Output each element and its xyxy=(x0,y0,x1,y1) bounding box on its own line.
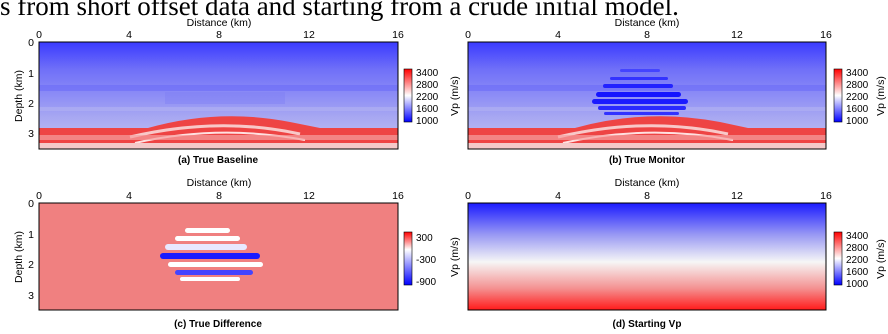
x-tick: 4 xyxy=(126,29,132,41)
y-axis-label: Depth (km) xyxy=(13,70,25,122)
panel-a: Distance (km) 0 4 8 12 16 0 1 2 3 Depth … xyxy=(13,17,439,166)
x-tick: 8 xyxy=(644,29,650,41)
colorbar-tick: 300 xyxy=(416,233,433,244)
colorbar-tick: 1000 xyxy=(416,116,439,127)
x-ticks: 0 4 8 12 16 xyxy=(36,29,404,41)
x-axis-label: Distance (km) xyxy=(615,177,680,189)
colorbar xyxy=(403,68,413,123)
panel-caption: (d) Starting Vp xyxy=(613,319,682,330)
colorbar-tick: 1600 xyxy=(416,104,439,115)
y-tick: 1 xyxy=(28,229,34,241)
colorbar-tick: -900 xyxy=(416,277,436,288)
x-tick: 16 xyxy=(820,190,832,202)
y-tick: 2 xyxy=(28,98,34,110)
y-axis-label: Vp (m/s) xyxy=(449,237,461,277)
x-tick: 0 xyxy=(36,29,42,41)
panel-caption: (a) True Baseline xyxy=(178,155,258,166)
x-tick: 0 xyxy=(36,190,42,202)
x-tick: 8 xyxy=(644,190,650,202)
colorbar-tick: 1600 xyxy=(846,267,869,278)
y-tick: 3 xyxy=(28,290,34,302)
y-axis-label: Vp (m/s) xyxy=(449,76,461,116)
panel-caption: (b) True Monitor xyxy=(609,155,685,166)
colorbar-tick: 2800 xyxy=(416,80,439,91)
panel-b: Distance (km) 0 4 8 12 16 Vp (m/s) 3400 … xyxy=(449,17,887,166)
colorbar-tick: 2800 xyxy=(846,243,869,254)
x-tick: 8 xyxy=(216,190,222,202)
colorbar xyxy=(833,68,843,123)
x-tick: 16 xyxy=(820,29,832,41)
colorbar-tick: 1600 xyxy=(846,104,869,115)
x-tick: 12 xyxy=(303,29,315,41)
colorbar-tick: 2200 xyxy=(416,92,439,103)
y-axis-label: Depth (km) xyxy=(13,231,25,283)
x-tick: 4 xyxy=(126,190,132,202)
text-line: s from short offset data and starting fr… xyxy=(0,0,679,21)
colorbar-tick: 1000 xyxy=(846,279,869,290)
x-axis-label: Distance (km) xyxy=(187,17,252,29)
colorbar xyxy=(403,231,413,286)
colorbar-tick: 3400 xyxy=(846,231,869,242)
x-tick: 8 xyxy=(216,29,222,41)
colorbar-tick: 2200 xyxy=(846,255,869,266)
x-tick: 0 xyxy=(465,29,471,41)
panel-caption: (c) True Difference xyxy=(174,319,262,330)
x-axis-label: Distance (km) xyxy=(187,177,252,189)
x-tick: 16 xyxy=(392,190,404,202)
y-tick: 3 xyxy=(28,128,34,140)
starting-velocity-image xyxy=(468,203,826,310)
colorbar-tick: 3400 xyxy=(846,68,869,79)
y-tick: 2 xyxy=(28,259,34,271)
colorbar-label: Vp (m/s) xyxy=(875,239,887,279)
colorbar-tick: 2200 xyxy=(846,92,869,103)
colorbar xyxy=(833,231,843,286)
x-tick: 12 xyxy=(303,190,315,202)
y-tick: 0 xyxy=(28,37,34,49)
panel-d: Distance (km) 0 4 8 12 16 Vp (m/s) 3400 … xyxy=(449,177,887,330)
y-tick: 1 xyxy=(28,68,34,80)
x-tick: 0 xyxy=(465,190,471,202)
colorbar-label: Vp (m/s) xyxy=(875,76,887,116)
x-tick: 12 xyxy=(731,190,743,202)
panel-c: Distance (km) 0 4 8 12 16 0 1 2 3 Depth … xyxy=(13,177,436,330)
colorbar-tick: -300 xyxy=(416,255,436,266)
y-tick: 0 xyxy=(28,198,34,210)
x-tick: 16 xyxy=(392,29,404,41)
x-tick: 4 xyxy=(555,29,561,41)
x-tick: 4 xyxy=(555,190,561,202)
colorbar-tick: 3400 xyxy=(416,68,439,79)
colorbar-tick: 1000 xyxy=(846,116,869,127)
x-tick: 12 xyxy=(731,29,743,41)
colorbar-tick: 2800 xyxy=(846,80,869,91)
x-axis-label: Distance (km) xyxy=(615,17,680,29)
